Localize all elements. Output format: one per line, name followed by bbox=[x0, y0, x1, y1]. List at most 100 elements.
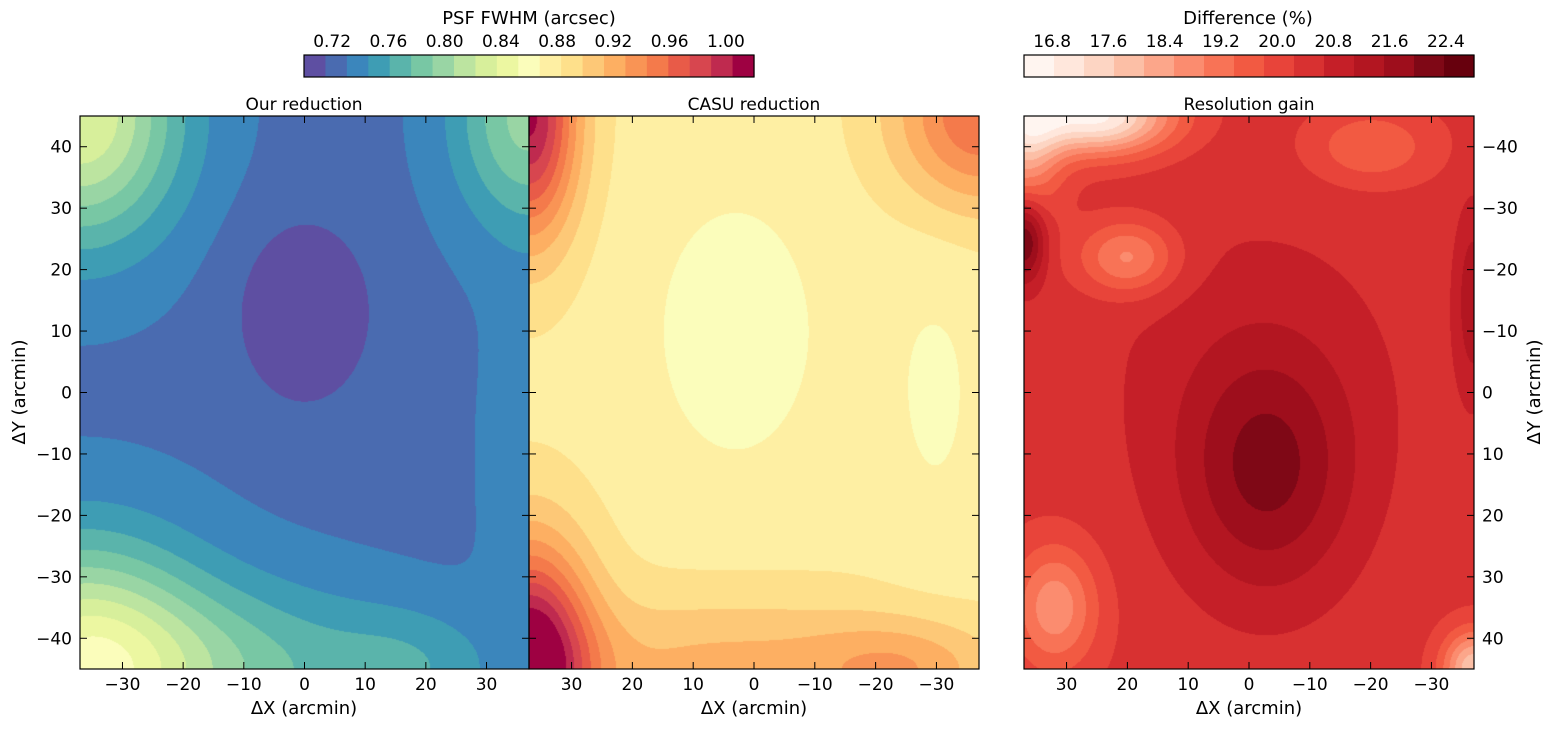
y-tick-label: 40 bbox=[50, 138, 72, 158]
psf-colorbar: PSF FWHM (arcsec) 0.72 0.76 0.80 0.84 0.88 0.… bbox=[303, 8, 755, 78]
panel-title-resolution-gain: Resolution gain bbox=[1184, 95, 1315, 115]
x-tick-label: 10 bbox=[1177, 675, 1199, 695]
y-axis-label-left: ΔY (arcmin) bbox=[9, 340, 30, 445]
y-tick-label: 20 bbox=[50, 261, 72, 281]
x-axis-label-casu-reduction: ΔX (arcmin) bbox=[701, 698, 807, 719]
y-tick-label: 0 bbox=[61, 384, 72, 404]
y-tick-label: 30 bbox=[1482, 568, 1504, 588]
y-tick-label: −40 bbox=[36, 629, 72, 649]
psf-colorbar-tick-label: 0.76 bbox=[369, 32, 407, 52]
x-tick-label: −30 bbox=[1413, 675, 1449, 695]
psf-colorbar-band bbox=[732, 55, 755, 77]
diff-colorbar-band bbox=[1384, 55, 1415, 77]
y-tick-label: −30 bbox=[1482, 199, 1518, 219]
diff-colorbar-tick-label: 19.2 bbox=[1202, 32, 1240, 52]
x-tick-label: 20 bbox=[1117, 675, 1139, 695]
x-tick-label: −10 bbox=[226, 675, 262, 695]
diff-colorbar-tick-label: 20.8 bbox=[1314, 32, 1352, 52]
panel-resolution-gain: 30 20 10 0 −10 −20 −30 −40 −30 −20 −10 0 10 20 30 40 bbox=[1024, 116, 1518, 695]
psf-colorbar-band bbox=[582, 55, 605, 77]
x-tick-label: −20 bbox=[858, 675, 894, 695]
y-tick-label: 0 bbox=[1482, 384, 1493, 404]
diff-colorbar-band bbox=[1324, 55, 1355, 77]
diff-colorbar-band bbox=[1024, 55, 1055, 77]
y-tick-label: −10 bbox=[1482, 322, 1518, 342]
y-tick-label: 10 bbox=[50, 322, 72, 342]
y-tick-label: −10 bbox=[36, 445, 72, 465]
x-tick-label: −10 bbox=[1292, 675, 1328, 695]
y-tick-label: −30 bbox=[36, 568, 72, 588]
x-tick-label: 10 bbox=[682, 675, 704, 695]
psf-colorbar-tick-label: 0.96 bbox=[651, 32, 689, 52]
psf-colorbar-band bbox=[432, 55, 455, 77]
psf-colorbar-band bbox=[304, 55, 327, 77]
psf-colorbar-band bbox=[711, 55, 734, 77]
psf-colorbar-tick-label: 0.80 bbox=[426, 32, 464, 52]
our-reduction-heatmap bbox=[80, 116, 529, 669]
psf-colorbar-band bbox=[475, 55, 498, 77]
diff-colorbar-band bbox=[1204, 55, 1235, 77]
diff-colorbar-title: Difference (%) bbox=[1183, 8, 1313, 29]
diff-colorbar-tick-label: 17.6 bbox=[1089, 32, 1127, 52]
resolution-gain-heatmap bbox=[1024, 116, 1474, 669]
psf-colorbar-band bbox=[561, 55, 584, 77]
psf-colorbar-tick-label: 0.72 bbox=[313, 32, 351, 52]
x-axis-label-resolution-gain: ΔX (arcmin) bbox=[1196, 698, 1302, 719]
diff-colorbar-tick-label: 20.0 bbox=[1258, 32, 1296, 52]
diff-colorbar-band bbox=[1234, 55, 1265, 77]
x-tick-label: 0 bbox=[749, 675, 760, 695]
psf-colorbar-tick-label: 0.92 bbox=[594, 32, 632, 52]
diff-colorbar-tick-label: 22.4 bbox=[1427, 32, 1465, 52]
diff-colorbar-tick-label: 21.6 bbox=[1371, 32, 1409, 52]
psf-colorbar-band bbox=[689, 55, 712, 77]
diff-colorbar-band bbox=[1174, 55, 1205, 77]
psf-colorbar-band bbox=[368, 55, 391, 77]
psf-colorbar-tick-label: 1.00 bbox=[707, 32, 745, 52]
diff-colorbar-band bbox=[1144, 55, 1175, 77]
psf-colorbar-tick-label: 0.88 bbox=[538, 32, 576, 52]
y-axis-label-right: ΔY (arcmin) bbox=[1524, 340, 1545, 445]
x-tick-label: 20 bbox=[622, 675, 644, 695]
x-tick-label: 10 bbox=[354, 675, 376, 695]
diff-colorbar-band bbox=[1354, 55, 1385, 77]
diff-colorbar-band bbox=[1084, 55, 1115, 77]
psf-colorbar-tick-label: 0.84 bbox=[482, 32, 520, 52]
diff-colorbar-band bbox=[1414, 55, 1445, 77]
diff-colorbar-band bbox=[1114, 55, 1145, 77]
y-tick-label: 30 bbox=[50, 199, 72, 219]
psf-colorbar-band bbox=[518, 55, 541, 77]
psf-colorbar-band bbox=[325, 55, 348, 77]
x-tick-label: 30 bbox=[476, 675, 498, 695]
x-axis-label-our-reduction: ΔX (arcmin) bbox=[251, 698, 357, 719]
x-tick-label: −30 bbox=[105, 675, 141, 695]
psf-colorbar-band bbox=[646, 55, 669, 77]
panel-our-reduction: −30 −20 −10 0 10 20 30 40 30 20 10 0 −10 −20 −30 −40 bbox=[36, 116, 529, 695]
psf-colorbar-band bbox=[625, 55, 648, 77]
x-tick-label: −30 bbox=[918, 675, 954, 695]
psf-colorbar-title: PSF FWHM (arcsec) bbox=[442, 8, 616, 29]
diff-colorbar-band bbox=[1054, 55, 1085, 77]
psf-colorbar-band bbox=[346, 55, 369, 77]
diff-colorbar-tick-label: 16.8 bbox=[1033, 32, 1071, 52]
x-tick-label: 0 bbox=[299, 675, 310, 695]
psf-colorbar-band bbox=[389, 55, 412, 77]
diff-colorbar: Difference (%) 16.8 17.6 18.4 19.2 20.0 20.8 2… bbox=[1023, 8, 1475, 78]
y-tick-label: 20 bbox=[1482, 506, 1504, 526]
psf-colorbar-band bbox=[411, 55, 434, 77]
casu-reduction-heatmap bbox=[529, 116, 979, 669]
x-tick-label: −20 bbox=[1353, 675, 1389, 695]
psf-colorbar-band bbox=[604, 55, 627, 77]
diff-colorbar-band bbox=[1444, 55, 1475, 77]
psf-colorbar-band bbox=[668, 55, 691, 77]
y-tick-label: −20 bbox=[1482, 261, 1518, 281]
x-tick-label: −20 bbox=[165, 675, 201, 695]
y-tick-label: −20 bbox=[36, 506, 72, 526]
diff-colorbar-band bbox=[1264, 55, 1295, 77]
x-tick-label: 30 bbox=[1056, 675, 1078, 695]
panel-title-casu-reduction: CASU reduction bbox=[688, 95, 821, 115]
y-tick-label: 40 bbox=[1482, 629, 1504, 649]
panel-casu-reduction: 30 20 10 0 −10 −20 −30 bbox=[529, 116, 979, 695]
x-tick-label: 30 bbox=[561, 675, 583, 695]
psf-colorbar-band bbox=[454, 55, 477, 77]
